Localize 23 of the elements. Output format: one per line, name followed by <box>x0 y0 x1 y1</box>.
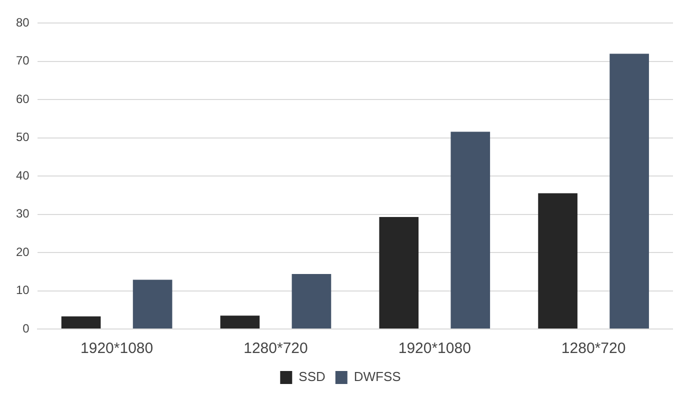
bar <box>292 274 332 328</box>
y-tick-label: 70 <box>16 54 30 68</box>
y-tick-label: 60 <box>16 92 30 106</box>
y-tick-label: 0 <box>22 321 30 336</box>
x-tick-label: 1920*1080 <box>80 340 154 358</box>
y-tick-label: 50 <box>16 130 30 144</box>
x-tick-label: 1280*720 <box>244 340 308 358</box>
y-tick-label: 10 <box>16 283 30 298</box>
x-tick-label: 1920*1080 <box>398 340 471 358</box>
bar <box>538 193 578 328</box>
legend-label: SSD <box>298 369 326 384</box>
bar <box>132 280 172 328</box>
y-tick-label: 80 <box>16 16 30 30</box>
x-tick-label: 1280*720 <box>561 340 626 358</box>
bar <box>61 316 101 328</box>
y-tick-label: 30 <box>16 206 30 221</box>
bar <box>220 316 260 328</box>
bar <box>610 54 649 328</box>
legend-label: DWFSS <box>354 369 402 384</box>
bar <box>379 217 419 328</box>
y-tick-label: 20 <box>16 244 30 259</box>
bar <box>450 132 490 328</box>
y-tick-label: 40 <box>16 168 30 182</box>
